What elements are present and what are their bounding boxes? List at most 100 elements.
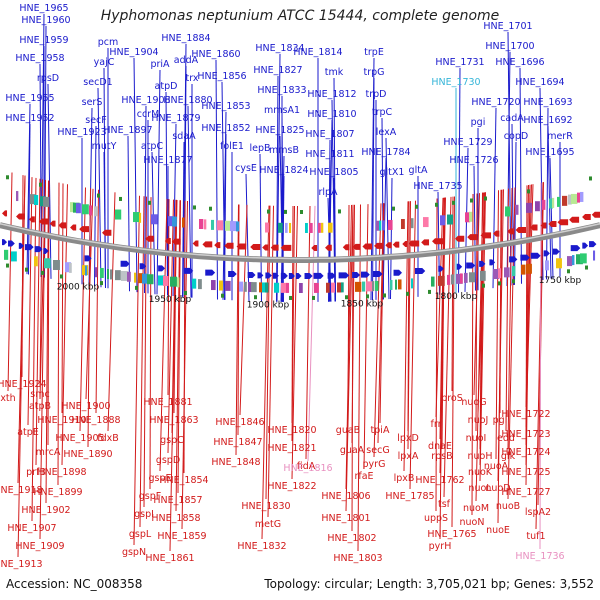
cog-marker [484,196,487,201]
top-gene-label: HNE_1880 [163,95,212,106]
top-gene-label: HNE_1810 [307,109,356,120]
forward-gene-arrow [582,242,589,249]
bottom-gene-label: HNE_1848 [211,457,260,468]
reverse-gene-arrow [145,235,154,242]
cog-category-block [110,269,113,280]
cog-category-block [34,256,38,267]
cog-category-block [321,222,324,233]
cog-category-block [199,219,204,230]
cog-marker [6,175,9,180]
cog-category-block [76,203,81,214]
top-gene-label: lexA [376,127,397,138]
reverse-gene-arrow [385,242,392,249]
cog-category-block [127,271,131,282]
cog-marker [345,295,348,300]
bottom-leader-line [267,205,274,518]
cog-marker [312,295,315,300]
cog-category-block [362,281,366,292]
cog-category-block [94,206,98,217]
cog-category-block [244,281,247,292]
cog-category-block [493,269,500,280]
forward-gene-arrow [272,272,279,279]
cog-category-block [40,196,46,207]
bottom-gene-label: nuoM [463,503,489,514]
top-gene-label: HNE_1923 [57,127,106,138]
reverse-gene-arrow [540,222,547,229]
cog-category-block [225,220,232,231]
cog-category-block [556,258,562,269]
bottom-gene-label: atpE [17,427,39,438]
forward-gene-arrow [352,271,360,278]
genome-backbone [0,222,600,263]
bottom-gene-label: fidA [297,461,316,472]
top-leader-line [165,91,168,296]
bottom-gene-label: HNE_1858 [151,513,200,524]
bottom-gene-label: HNE_1822 [267,481,316,492]
reverse-gene-arrow [352,243,361,250]
top-leader-line [97,87,102,288]
reverse-gene-arrow [58,222,67,229]
reverse-gene-arrow [402,240,408,247]
bottom-gene-label: nuoI [466,433,487,444]
cog-category-block [576,254,583,265]
bottom-gene-label: HNE_1924 [0,379,47,390]
cog-marker [254,295,257,300]
top-gene-label: secF [85,115,106,126]
bottom-gene-label: HNE_1722 [501,409,550,420]
cog-marker [284,209,287,214]
top-gene-label: HNE_1824 [259,165,308,176]
bottom-gene-label: HNE_1888 [71,415,120,426]
bottom-leader-line [291,205,295,442]
top-gene-label: HNE_1807 [305,129,354,140]
cog-category-block [217,220,224,231]
bottom-gene-label: lpxB [394,473,415,484]
cog-category-block [89,205,93,216]
top-gene-label: copD [504,131,528,142]
bottom-leader-line [79,187,86,432]
cog-marker [470,198,473,203]
bottom-gene-label: HNE_1918 [0,485,43,496]
bottom-gene-label: nuoG [461,397,486,408]
reverse-gene-arrow [591,211,600,218]
cog-category-block [168,216,174,227]
top-gene-label: HNE_1952 [5,113,54,124]
cog-category-block [456,273,463,284]
cog-category-block [593,250,596,261]
forward-gene-arrow [456,263,463,270]
reverse-gene-arrow [202,241,213,248]
cog-marker [135,285,138,290]
top-leader-line [473,165,476,291]
top-leader-line [549,157,554,279]
bottom-gene-label: smc [30,389,49,400]
top-gene-label: HNE_1730 [431,77,480,88]
top-gene-label: HNE_1735 [413,181,462,192]
cog-category-block [133,212,140,223]
top-gene-label: trpE [364,47,384,58]
bottom-gene-label: HNE_1857 [153,495,202,506]
top-gene-label: HNE_1852 [201,123,250,134]
cog-category-block [372,281,375,292]
top-leader-line [39,63,42,278]
bottom-gene-label: guaB [336,425,360,436]
bottom-gene-label: proS [441,393,463,404]
cog-category-block [43,196,50,207]
reverse-gene-arrow [280,244,292,251]
bottom-gene-label: nuoD [485,483,510,494]
reverse-gene-arrow [432,238,443,245]
cog-category-block [70,202,75,213]
kbp-tick-label: 1950 kbp [149,295,192,305]
top-gene-label: HNE_1726 [449,155,498,166]
bottom-gene-label: HNE_1727 [501,487,550,498]
top-leader-line [385,137,390,300]
top-leader-line [519,67,522,284]
forward-gene-arrow [393,269,402,276]
top-gene-label: HNE_1731 [435,57,484,68]
bottom-gene-label: HNE_1802 [327,533,376,544]
cog-category-block [4,249,9,260]
top-gene-label: atpD [155,81,178,92]
bottom-gene-label: HNE_1816 [283,463,332,474]
cog-marker [589,176,592,181]
top-gene-label: HNE_1959 [19,35,68,46]
reverse-gene-arrow [16,213,25,220]
